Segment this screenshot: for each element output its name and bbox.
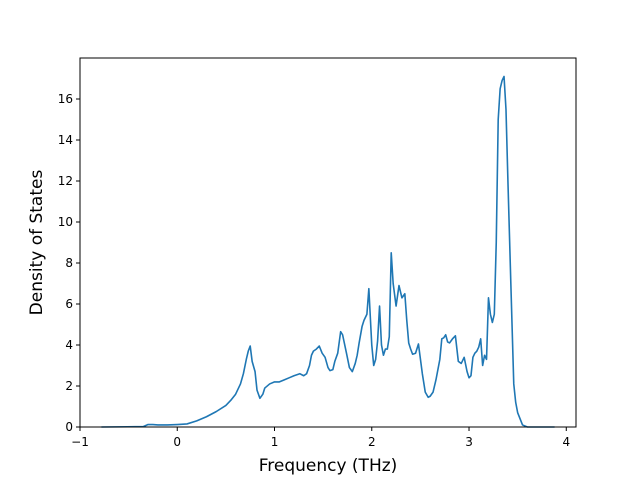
x-tick-label: 4 <box>562 435 570 449</box>
plot-area <box>101 75 555 428</box>
x-tick-label: −1 <box>71 435 89 449</box>
x-tick-label: 3 <box>465 435 473 449</box>
x-tick-label: 0 <box>173 435 181 449</box>
y-axis-label: Density of States <box>27 170 47 316</box>
x-axis-label: Frequency (THz) <box>259 456 398 476</box>
y-tick-label: 8 <box>65 256 73 270</box>
x-tick-label: 1 <box>271 435 279 449</box>
y-tick-label: 12 <box>58 174 73 188</box>
y-tick-label: 10 <box>58 215 73 229</box>
axes-frame <box>79 57 577 428</box>
x-tick-label: 2 <box>368 435 376 449</box>
dos-series-line-0 <box>101 75 555 428</box>
y-tick-label: 2 <box>65 379 73 393</box>
y-tick-label: 0 <box>65 420 73 434</box>
y-axis-ticks: 0 2 4 6 8 10 12 14 16 <box>58 92 80 434</box>
x-axis-ticks: −1 0 1 2 3 4 <box>71 427 570 449</box>
y-tick-label: 14 <box>58 133 73 147</box>
y-tick-label: 16 <box>58 92 73 106</box>
y-tick-label: 6 <box>65 297 73 311</box>
y-tick-label: 4 <box>65 338 73 352</box>
